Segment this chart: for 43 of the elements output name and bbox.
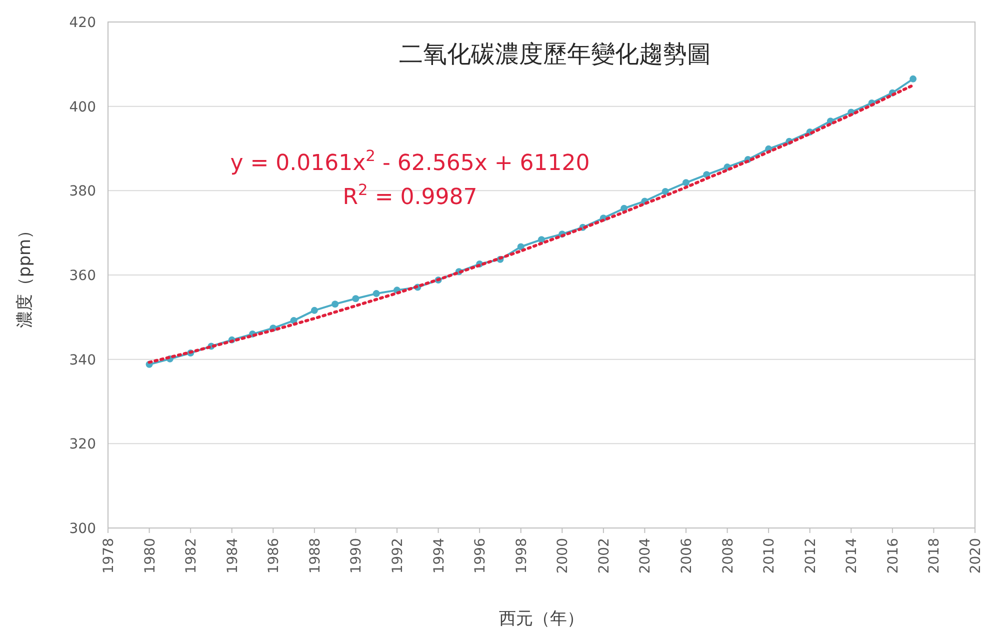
x-tick-label: 2020: [968, 538, 984, 574]
x-tick-label: 2006: [679, 538, 695, 574]
point: [662, 188, 669, 196]
x-tick-label: 2000: [555, 538, 572, 574]
y-tick-label: 340: [69, 352, 96, 368]
x-tick-label: 1986: [266, 538, 282, 574]
y-tick-label: 420: [69, 15, 96, 31]
x-tick-label: 2010: [762, 538, 778, 574]
x-tick-label: 1982: [184, 538, 200, 574]
x-tick-label: 2008: [720, 538, 736, 574]
x-tick-label: 1994: [431, 538, 448, 574]
point: [372, 290, 380, 298]
point: [682, 179, 690, 186]
x-tick-label: 2016: [885, 538, 902, 574]
x-tick-label: 1984: [224, 538, 241, 574]
x-tick-label: 1988: [307, 538, 324, 574]
x-tick-label: 1998: [514, 538, 530, 574]
point: [538, 236, 545, 244]
x-tick-label: 2002: [596, 538, 612, 574]
annotation: R$^{2}$ = 0.9987: [342, 181, 478, 210]
point: [352, 295, 360, 302]
y-tick-label: 300: [69, 521, 96, 537]
x-tick-label: 2004: [638, 538, 654, 574]
x-tick-label: 2012: [802, 538, 819, 574]
x-tick-label: 1980: [142, 538, 158, 574]
y-tick-label: 400: [69, 99, 96, 116]
x-tick-label: 1978: [101, 538, 117, 574]
x-tick-label: 1992: [390, 538, 406, 574]
x-axis-title: 西元（年）: [499, 609, 584, 629]
y-tick-label: 320: [69, 436, 96, 453]
x-tick-label: 1996: [472, 538, 489, 574]
point: [310, 306, 318, 314]
point: [910, 75, 917, 82]
point: [517, 243, 524, 250]
y-axis-title: 濃度（ppm）: [15, 222, 35, 328]
x-tick-label: 2018: [926, 538, 943, 574]
x-tick-label: 2014: [844, 538, 860, 574]
annotation: y = 0.0161x$^{2}$ - 62.565x + 61120: [230, 147, 590, 176]
text: 二氧化碳濃度歷年變化趨勢圖: [399, 40, 711, 68]
x-tick-label: 1990: [348, 538, 365, 574]
y-tick-label: 360: [69, 268, 96, 284]
y-tick-label: 380: [69, 184, 96, 200]
point: [332, 300, 339, 308]
